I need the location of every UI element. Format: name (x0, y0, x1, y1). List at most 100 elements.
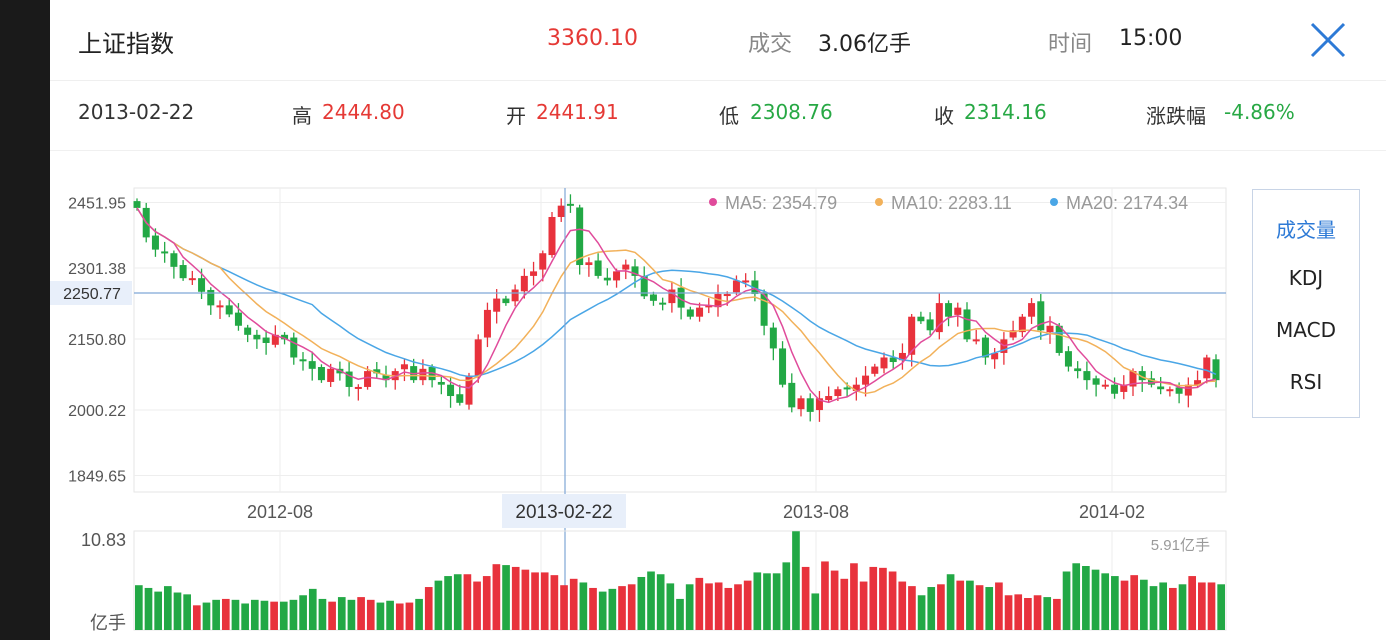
legend-ma10: MA10: 2283.11 (891, 193, 1012, 213)
candle-body (631, 266, 639, 276)
volume-bar (444, 576, 452, 630)
ma5-line (136, 207, 1217, 404)
candle-body (935, 303, 943, 333)
volume-bar (840, 578, 849, 630)
candle-body (898, 352, 906, 361)
volume-bar (328, 601, 336, 630)
volume-bar (289, 599, 298, 630)
volume-bar (521, 569, 530, 630)
volume-bar (1043, 597, 1052, 630)
y-tick-label: 2451.95 (68, 196, 126, 213)
candle-body (1184, 384, 1192, 396)
volume-bar (1159, 582, 1168, 630)
close-icon[interactable] (1308, 20, 1348, 60)
candle-body (917, 316, 925, 322)
candle-body (262, 337, 270, 343)
indicator-tab-volume[interactable]: 成交量 (1276, 218, 1336, 242)
candle-body (400, 364, 408, 370)
chart-panel: 上证指数 3360.10 成交 3.06亿手 时间 15:00 2013-02-… (50, 0, 1386, 640)
open-label: 开 (506, 104, 526, 128)
high-value: 2444.80 (322, 100, 405, 124)
volume-bar (569, 578, 578, 630)
candle-body (1092, 378, 1100, 385)
volume-bar (685, 584, 694, 630)
candle-body (677, 287, 685, 308)
volume-bar (183, 594, 191, 630)
candle-body (1111, 384, 1119, 394)
volume-bar (550, 575, 559, 630)
candle-body (483, 309, 491, 338)
candle-body (1064, 351, 1072, 367)
legend-dot-ma20 (1050, 198, 1058, 206)
candle-body (520, 275, 528, 292)
volume-bar (627, 584, 636, 630)
volume-bar (453, 574, 462, 630)
volume-bar (1140, 579, 1148, 630)
candle-body (161, 251, 169, 254)
volume-bar (1169, 587, 1177, 630)
candle-body (530, 271, 538, 276)
candle-body (382, 375, 390, 381)
candle-body (1175, 387, 1183, 394)
candle-body (723, 294, 731, 297)
volume-bar (734, 584, 742, 630)
volume-bar (560, 585, 568, 630)
candle-body (1028, 303, 1036, 317)
volume-bar (695, 577, 704, 630)
volume-bar (241, 603, 249, 630)
candle-body (1147, 378, 1155, 385)
volume-bar (531, 572, 539, 630)
volume-bar (898, 581, 907, 630)
volume-bar (1014, 594, 1023, 630)
volume-max-label: 10.83 (81, 530, 126, 550)
volume-label: 成交 (748, 32, 793, 57)
volume-bar (260, 600, 269, 630)
candle-body (834, 389, 842, 397)
index-title: 上证指数 (78, 30, 174, 58)
candle-body (207, 289, 215, 306)
open-value: 2441.91 (536, 100, 619, 124)
volume-bar (888, 571, 897, 630)
high-label: 高 (292, 104, 312, 128)
indicator-tab-rsi[interactable]: RSI (1289, 370, 1323, 394)
y-tick-label: 2150.80 (68, 332, 126, 349)
volume-bar (1198, 582, 1206, 630)
x-tick-label: 2012-08 (247, 502, 313, 522)
volume-unit-label: 亿手 (90, 613, 126, 633)
kline-chart[interactable]: 2451.95 2301.38 2150.80 2000.22 1849.65 2012-… (50, 150, 1386, 640)
candle-body (198, 278, 206, 292)
volume-bar (1149, 586, 1158, 630)
candle-body (760, 292, 768, 326)
volume-bar (946, 574, 955, 630)
x-tick-label: 2014-02 (1079, 502, 1145, 522)
indicator-tab-macd[interactable]: MACD (1276, 318, 1336, 342)
candle-body (1120, 384, 1128, 392)
candle-body (815, 398, 823, 411)
volume-bar (502, 565, 510, 630)
volume-bar (337, 597, 346, 630)
volume-bar (1207, 582, 1216, 630)
volume-bar (270, 601, 278, 630)
volume-bar (714, 582, 723, 630)
candle-body (299, 359, 307, 362)
volume-bar (879, 567, 887, 630)
indicator-tab-kdj[interactable]: KDJ (1288, 266, 1324, 290)
candle-body (1166, 389, 1174, 392)
candle-body (465, 375, 473, 405)
volume-bar (163, 586, 172, 630)
candle-body (327, 368, 335, 382)
header-bar: 上证指数 3360.10 成交 3.06亿手 时间 15:00 (50, 0, 1386, 81)
volume-bar (589, 587, 597, 630)
candle-body (779, 348, 787, 385)
candle-body (447, 384, 455, 397)
ma10-line (136, 207, 1217, 395)
volume-bar (676, 598, 684, 630)
y-tick-label: 1849.65 (68, 469, 126, 486)
volume-bar (173, 592, 182, 630)
candle-body (751, 280, 759, 295)
y-tick-label: 2301.38 (68, 261, 126, 278)
candle-body (539, 253, 547, 270)
volume-bar (318, 598, 327, 630)
crosshair-price: 2250.77 (63, 286, 121, 303)
volume-bar (135, 585, 143, 630)
